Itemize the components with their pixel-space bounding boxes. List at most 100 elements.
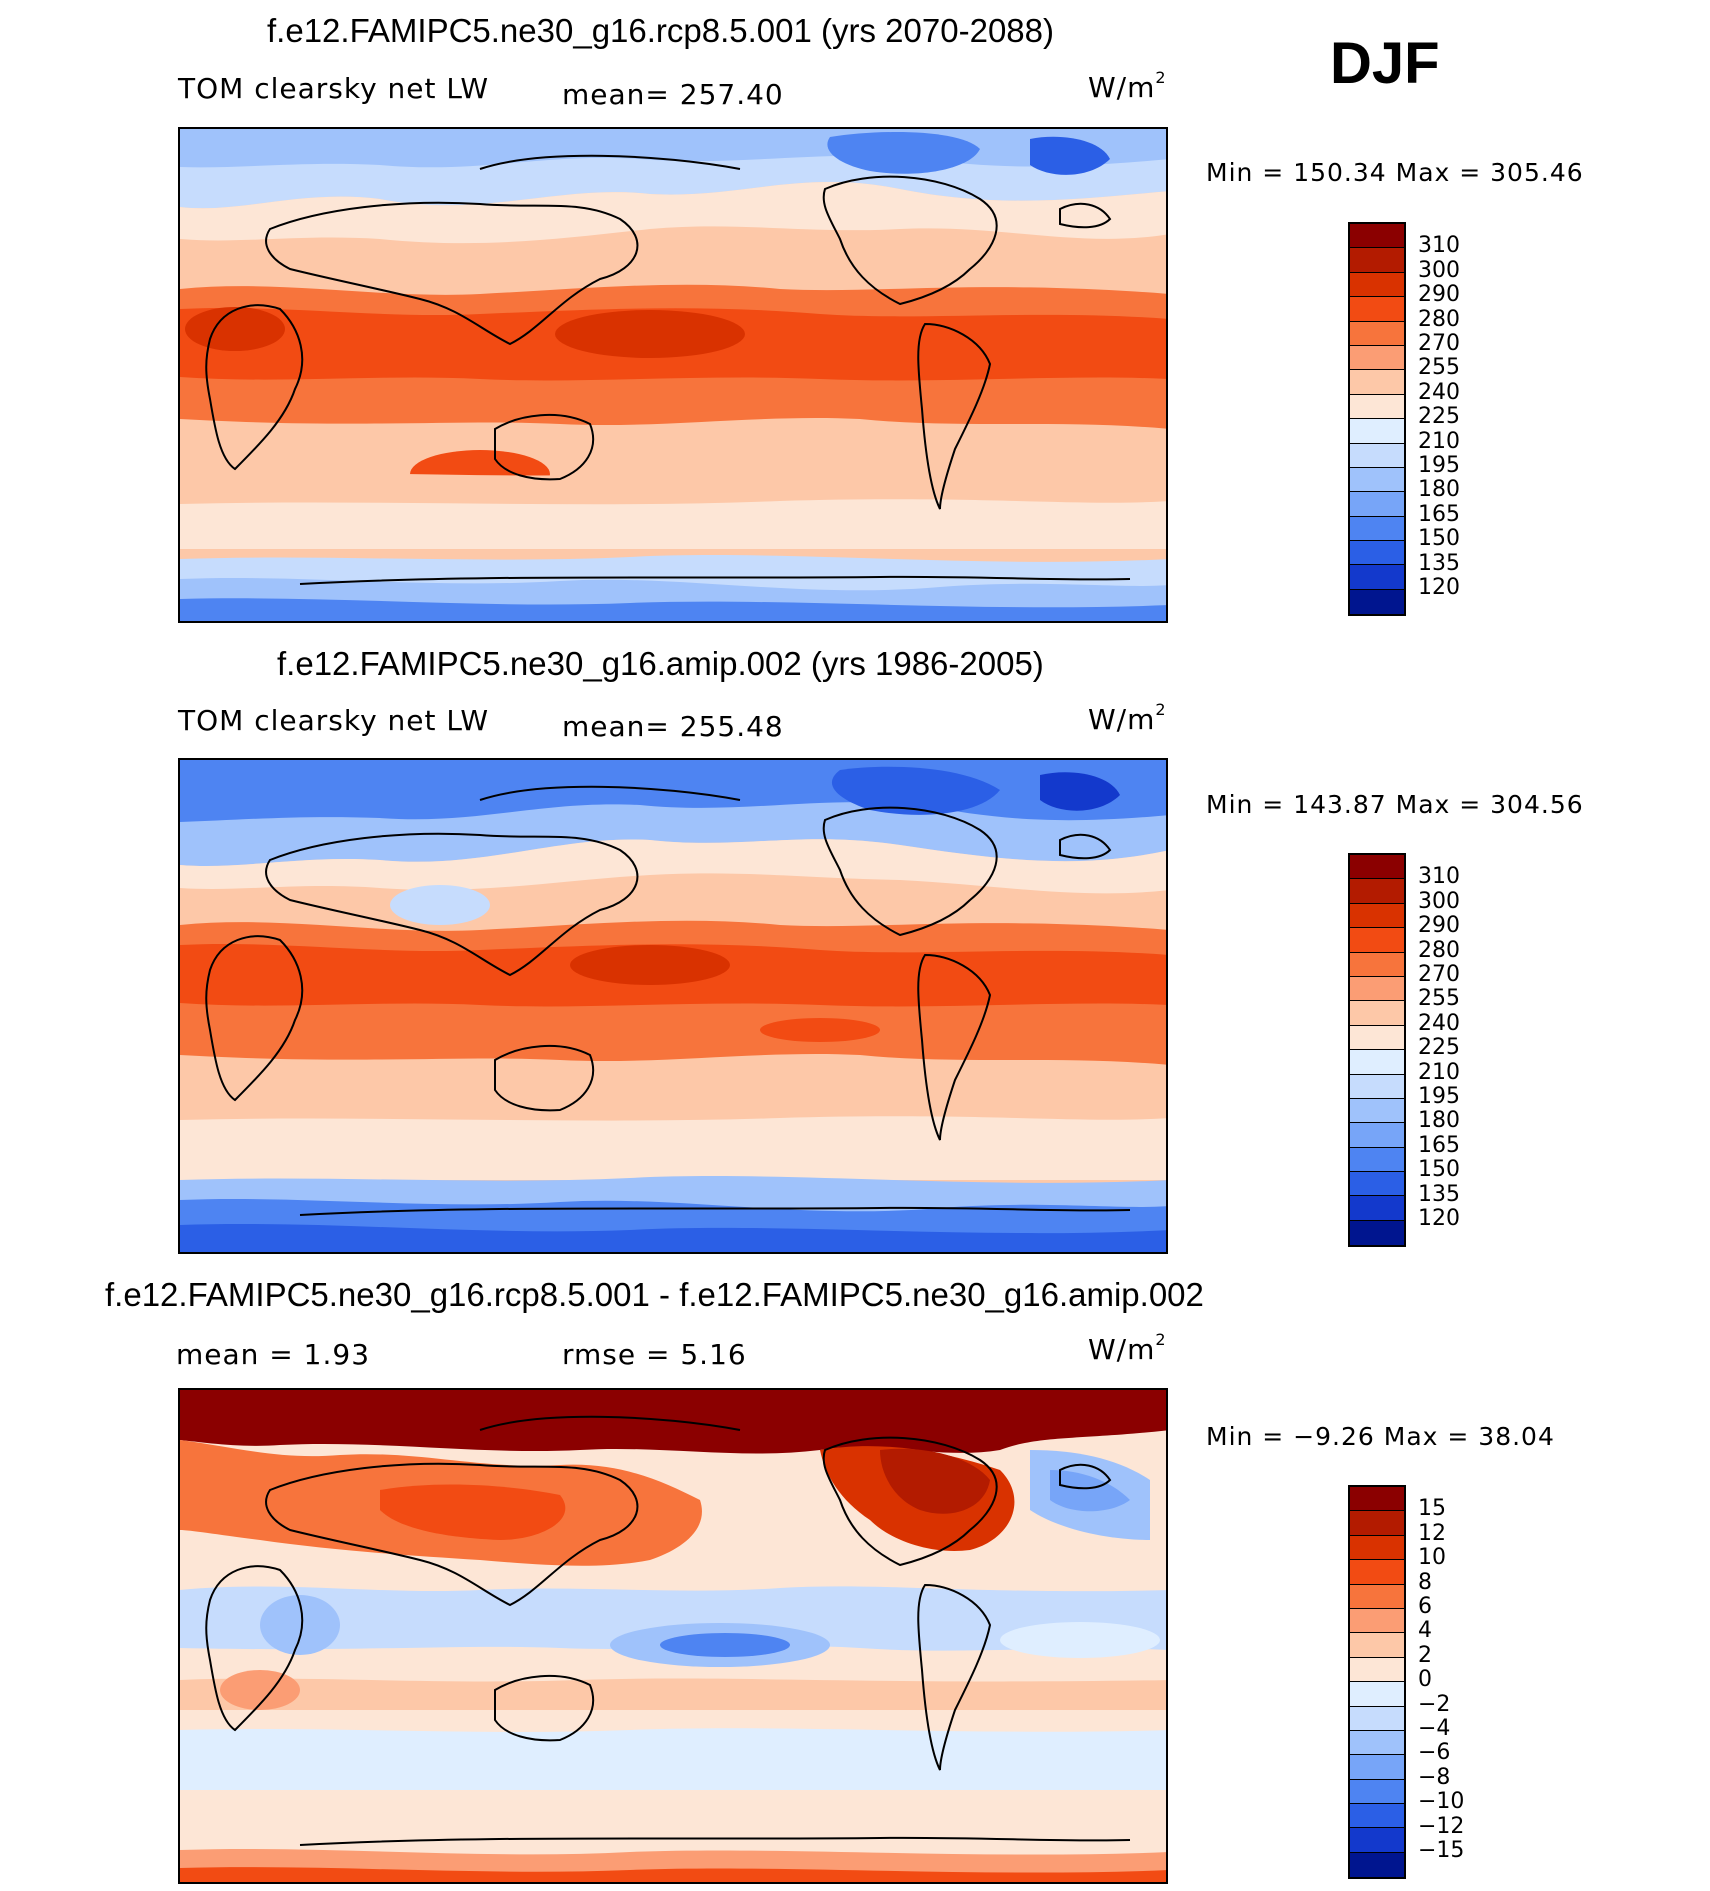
colorbar-tick-label: 290 [1418,282,1460,308]
colorbar-tick-label: 255 [1418,355,1460,381]
colorbar-segment [1350,1074,1404,1099]
colorbar-tick-label: 210 [1418,428,1460,454]
panel1-minmax: Min = 150.34 Max = 305.46 [1206,158,1584,187]
panel2-units: W/m2 [1088,700,1167,736]
colorbar-tick-label: 280 [1418,306,1460,332]
colorbar-tick-label: 8 [1418,1569,1432,1595]
colorbar-segment [1350,1147,1404,1173]
colorbar-segment [1350,589,1404,615]
colorbar-tick-label: 225 [1418,1035,1460,1061]
colorbar-tick-label: 195 [1418,1084,1460,1109]
colorbar-segment [1350,224,1404,249]
colorbar-segment [1350,976,1404,1002]
colorbar-tick-label: 195 [1418,453,1460,478]
colorbar-segment [1350,1633,1404,1658]
colorbar-segment [1350,248,1404,273]
colorbar-tick-label: 120 [1418,575,1460,600]
panel2-colorbar [1348,853,1406,1248]
colorbar-segment [1350,1804,1404,1829]
colorbar-segment [1350,516,1404,542]
panel3-units: W/m2 [1088,1330,1167,1366]
colorbar-segment [1350,952,1404,977]
colorbar-segment [1350,903,1404,929]
colorbar-segment [1350,1755,1404,1780]
colorbar-segment [1350,1535,1404,1561]
panel2-minmax: Min = 143.87 Max = 304.56 [1206,790,1584,819]
colorbar-tick-label: 150 [1418,526,1460,552]
colorbar-tick-label: 300 [1418,257,1460,283]
colorbar-segment [1350,370,1404,395]
panel3-map [178,1388,1168,1884]
colorbar-segment [1350,879,1404,904]
colorbar-tick-label: 240 [1418,1010,1460,1036]
colorbar-segment [1350,345,1404,371]
colorbar-segment [1350,1220,1404,1246]
colorbar-tick-label: −4 [1418,1716,1451,1741]
colorbar-tick-label: 165 [1418,1132,1460,1158]
colorbar-segment [1350,1025,1404,1051]
panel2-variable: TOM clearsky net LW [178,704,490,737]
colorbar-tick-label: −15 [1418,1838,1465,1863]
colorbar-segment [1350,1828,1404,1853]
colorbar-tick-label: 120 [1418,1206,1460,1231]
colorbar-tick-label: 12 [1418,1520,1446,1546]
colorbar-segment [1350,1852,1404,1878]
colorbar-tick-label: 280 [1418,937,1460,963]
colorbar-tick-label: 240 [1418,379,1460,405]
panel1-title: f.e12.FAMIPC5.ne30_g16.rcp8.5.001 (yrs 2… [267,12,1054,49]
colorbar-segment [1350,565,1404,590]
panel3-colorbar [1348,1485,1406,1880]
season-label: DJF [1330,31,1440,96]
colorbar-tick-label: 2 [1418,1642,1432,1668]
colorbar-segment [1350,1706,1404,1731]
colorbar-segment [1350,1730,1404,1756]
panel2-title: f.e12.FAMIPC5.ne30_g16.amip.002 (yrs 198… [277,645,1044,682]
colorbar-tick-label: −2 [1418,1691,1451,1717]
colorbar-segment [1350,928,1404,953]
colorbar-segment [1350,394,1404,420]
panel1-colorbar [1348,222,1406,617]
colorbar-tick-label: 310 [1418,864,1460,890]
colorbar-tick-label: 165 [1418,501,1460,527]
panel3-mean: mean = 1.93 [176,1338,371,1371]
panel3-rmse: rmse = 5.16 [562,1338,747,1371]
panel1-mean: mean= 257.40 [562,78,784,111]
colorbar-segment [1350,297,1404,322]
colorbar-segment [1350,1657,1404,1683]
colorbar-segment [1350,855,1404,880]
colorbar-tick-label: 255 [1418,986,1460,1012]
panel3-title: f.e12.FAMIPC5.ne30_g16.rcp8.5.001 - f.e1… [105,1276,1204,1313]
colorbar-tick-label: 310 [1418,233,1460,259]
colorbar-segment [1350,1511,1404,1536]
colorbar-segment [1350,1123,1404,1148]
colorbar-tick-label: 290 [1418,913,1460,939]
colorbar-segment [1350,1682,1404,1707]
colorbar-segment [1350,1050,1404,1075]
panel1-units: W/m2 [1088,68,1167,104]
colorbar-tick-label: −12 [1418,1813,1465,1839]
panel1-variable: TOM clearsky net LW [178,72,490,105]
colorbar-segment [1350,443,1404,468]
panel3-minmax: Min = −9.26 Max = 38.04 [1206,1422,1555,1451]
colorbar-segment [1350,272,1404,298]
colorbar-tick-label: 300 [1418,888,1460,914]
colorbar-tick-label: 150 [1418,1157,1460,1183]
colorbar-segment [1350,467,1404,493]
panel2-map [178,758,1168,1254]
colorbar-segment [1350,492,1404,517]
colorbar-tick-label: 10 [1418,1545,1446,1571]
colorbar-segment [1350,1172,1404,1197]
colorbar-segment [1350,1098,1404,1124]
colorbar-tick-label: 270 [1418,962,1460,987]
colorbar-segment [1350,321,1404,346]
colorbar-tick-label: 6 [1418,1594,1432,1619]
colorbar-tick-label: 0 [1418,1667,1432,1693]
colorbar-segment [1350,1584,1404,1609]
colorbar-segment [1350,419,1404,444]
colorbar-tick-label: 180 [1418,477,1460,503]
colorbar-tick-label: −6 [1418,1740,1451,1766]
colorbar-segment [1350,541,1404,566]
colorbar-segment [1350,1608,1404,1634]
colorbar-segment [1350,1560,1404,1585]
colorbar-tick-label: −10 [1418,1789,1465,1815]
